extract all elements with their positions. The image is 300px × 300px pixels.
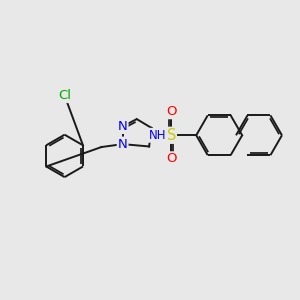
- Text: Cl: Cl: [58, 89, 71, 102]
- Text: NH: NH: [148, 129, 166, 142]
- Text: N: N: [118, 120, 128, 133]
- Text: O: O: [166, 152, 176, 165]
- Text: S: S: [167, 128, 176, 143]
- Text: O: O: [166, 105, 176, 118]
- Text: N: N: [118, 138, 128, 151]
